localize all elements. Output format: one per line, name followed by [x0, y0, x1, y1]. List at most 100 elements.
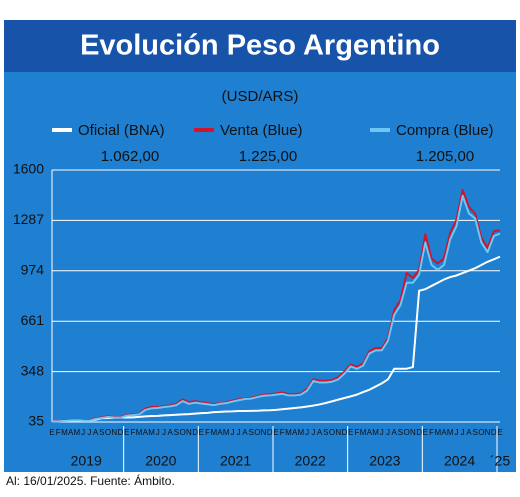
x-tick-label: J — [461, 428, 465, 437]
x-tick-label: F — [130, 428, 135, 437]
x-tick-label: N — [186, 428, 192, 437]
x-tick-label: N — [410, 428, 416, 437]
legend-label: Compra (Blue) — [396, 122, 494, 139]
y-tick-label: 1600 — [13, 161, 44, 177]
chart-title: Evolución Peso Argentino — [80, 30, 440, 62]
x-tick-label: S — [99, 428, 104, 437]
year-label: 2023 — [369, 453, 400, 469]
year-label: 2022 — [295, 453, 326, 469]
x-tick-label: A — [466, 428, 472, 437]
x-tick-label: F — [354, 428, 359, 437]
x-tick-label: F — [205, 428, 210, 437]
series-line — [51, 255, 501, 423]
x-tick-label: J — [386, 428, 390, 437]
x-tick-label: S — [472, 428, 477, 437]
x-tick-label: M — [447, 428, 454, 437]
x-tick-label: N — [485, 428, 491, 437]
x-tick-label: N — [111, 428, 117, 437]
x-tick-label: E — [273, 428, 278, 437]
x-tick-label: A — [93, 428, 99, 437]
x-tick-label: E — [423, 428, 428, 437]
x-tick-label: A — [441, 428, 447, 437]
x-tick-label: M — [136, 428, 143, 437]
legend-label: Oficial (BNA) — [78, 122, 165, 139]
x-tick-label: J — [454, 428, 458, 437]
x-tick-label: J — [87, 428, 91, 437]
x-tick-label: A — [217, 428, 223, 437]
x-tick-label: M — [148, 428, 155, 437]
x-tick-label: J — [311, 428, 315, 437]
year-label: 2024 — [444, 453, 475, 469]
y-tick-label: 348 — [21, 362, 45, 378]
x-tick-label: S — [248, 428, 253, 437]
y-tick-label: 1287 — [13, 211, 44, 227]
x-tick-label: M — [223, 428, 230, 437]
x-tick-label: A — [317, 428, 323, 437]
legend-value: 1.205,00 — [416, 148, 474, 165]
x-tick-label: M — [434, 428, 441, 437]
subtitle: (USD/ARS) — [222, 88, 299, 105]
x-tick-label: E — [199, 428, 204, 437]
year-label: 2019 — [71, 453, 102, 469]
x-tick-label: D — [267, 428, 273, 437]
x-tick-label: E — [124, 428, 129, 437]
x-tick-label: N — [335, 428, 341, 437]
x-tick-label: J — [162, 428, 166, 437]
x-tick-label: F — [56, 428, 61, 437]
x-tick-label: S — [323, 428, 328, 437]
x-tick-label: S — [174, 428, 179, 437]
x-tick-label: D — [118, 428, 124, 437]
y-tick-label: 974 — [21, 262, 45, 278]
x-tick-label: J — [230, 428, 234, 437]
x-tick-label: O — [329, 428, 335, 437]
y-tick-label: 35 — [28, 413, 44, 429]
x-tick-label: A — [367, 428, 373, 437]
x-tick-label: E — [497, 428, 502, 437]
x-tick-label: J — [380, 428, 384, 437]
year-band — [4, 446, 516, 472]
x-tick-label: A — [392, 428, 398, 437]
x-tick-label: A — [168, 428, 174, 437]
x-tick-label: E — [348, 428, 353, 437]
x-tick-label: J — [81, 428, 85, 437]
x-tick-label: O — [105, 428, 111, 437]
x-tick-label: O — [478, 428, 484, 437]
x-tick-label: D — [416, 428, 422, 437]
x-tick-label: J — [237, 428, 241, 437]
footer: Al: 16/01/2025. Fuente: Ámbito. — [6, 473, 175, 488]
x-tick-label: F — [280, 428, 285, 437]
title-band — [4, 20, 516, 72]
x-tick-label: F — [429, 428, 434, 437]
x-tick-label: M — [372, 428, 379, 437]
x-tick-label: M — [298, 428, 305, 437]
x-tick-label: D — [192, 428, 198, 437]
x-tick-label: J — [156, 428, 160, 437]
x-tick-label: J — [305, 428, 309, 437]
year-label: 2021 — [220, 453, 251, 469]
x-tick-label: M — [61, 428, 68, 437]
x-tick-label: A — [292, 428, 298, 437]
x-tick-label: O — [180, 428, 186, 437]
x-tick-label: M — [285, 428, 292, 437]
year-label: 2020 — [145, 453, 176, 469]
series-line — [51, 194, 501, 423]
x-tick-label: O — [404, 428, 410, 437]
x-tick-label: D — [342, 428, 348, 437]
x-tick-label: E — [49, 428, 54, 437]
x-tick-label: M — [74, 428, 81, 437]
x-tick-label: A — [242, 428, 248, 437]
x-tick-label: M — [360, 428, 367, 437]
legend-value: 1.062,00 — [101, 148, 159, 165]
x-tick-label: M — [210, 428, 217, 437]
x-tick-label: A — [143, 428, 149, 437]
x-tick-label: D — [491, 428, 497, 437]
x-tick-label: N — [261, 428, 267, 437]
x-tick-label: O — [254, 428, 260, 437]
x-tick-label: S — [398, 428, 403, 437]
x-tick-label: A — [68, 428, 74, 437]
y-tick-label: 661 — [21, 312, 45, 328]
year-label: ´25 — [490, 453, 510, 469]
legend-label: Venta (Blue) — [220, 122, 303, 139]
legend-value: 1.225,00 — [239, 148, 297, 165]
